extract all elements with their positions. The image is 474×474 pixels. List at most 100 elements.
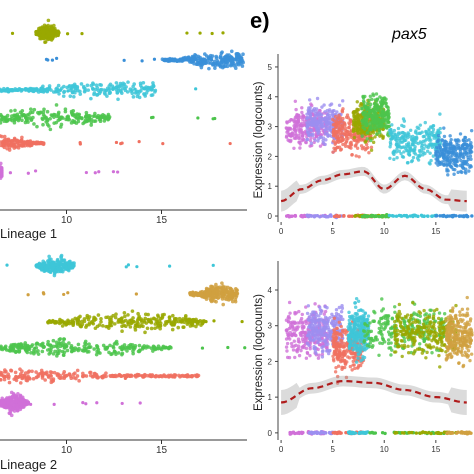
expression-point: [287, 355, 292, 360]
swarm-point: [179, 319, 183, 324]
swarm-point: [20, 135, 24, 140]
expression-point: [400, 135, 404, 139]
swarm-point: [90, 375, 95, 379]
expression-point: [285, 126, 289, 131]
expression-point: [466, 157, 471, 162]
expression-point: [349, 119, 353, 123]
expression-point: [354, 154, 358, 158]
expression-point: [345, 138, 349, 143]
swarm-point: [160, 316, 164, 320]
expression-point: [371, 140, 376, 145]
swarm-point: [94, 83, 99, 88]
expression-point: [434, 145, 439, 150]
expression-point: [291, 133, 295, 137]
zero-expression-point: [291, 430, 296, 434]
swarm-outlier-point: [5, 263, 9, 267]
swarm-point: [123, 324, 128, 329]
expression-point: [361, 122, 365, 126]
swarm-point: [14, 399, 18, 404]
swarm-point: [207, 56, 211, 61]
expression-point: [369, 138, 373, 143]
swarm-point: [16, 391, 20, 396]
expression-point: [291, 348, 296, 352]
swarm-point: [26, 120, 30, 124]
swarm-point: [94, 372, 99, 377]
expression-point: [295, 119, 299, 123]
swarm-outlier-point: [211, 263, 215, 267]
swarm-point: [20, 369, 24, 374]
expression-point: [285, 341, 290, 346]
swarm-point: [111, 313, 115, 318]
expression-point: [335, 145, 339, 150]
expression-point: [335, 117, 340, 121]
swarm-point: [40, 117, 45, 122]
expression-point: [453, 167, 457, 172]
zero-expression-point: [370, 213, 374, 218]
swarm-point: [45, 89, 50, 94]
expression-point: [315, 128, 319, 132]
expression-point: [457, 143, 461, 148]
swarm-outlier-point: [69, 264, 73, 268]
expression-point: [381, 101, 385, 106]
expression-point: [413, 130, 418, 135]
swarm-point: [19, 89, 24, 93]
swarm-point: [129, 318, 133, 322]
expression-point: [311, 133, 315, 138]
expression-point: [455, 151, 459, 156]
expression-point: [317, 111, 321, 115]
swarm-outlier-point: [228, 141, 232, 146]
zero-expression-point: [357, 214, 361, 218]
expression-point: [324, 138, 328, 142]
swarm-point: [183, 373, 188, 378]
swarm-point: [51, 90, 56, 94]
expression-point: [442, 148, 446, 152]
swarm-point: [153, 322, 158, 326]
swarm-point: [0, 112, 3, 117]
expression-point: [449, 155, 453, 159]
expression-point: [384, 110, 389, 115]
expression-point: [461, 143, 466, 147]
swarm-point: [207, 289, 212, 294]
zero-expression-point: [293, 214, 298, 218]
swarm-point: [192, 293, 196, 298]
swarm-outlier-point: [58, 88, 62, 92]
zero-expression-point: [350, 214, 354, 218]
zero-expression-point: [334, 214, 339, 218]
expression-point: [284, 345, 289, 349]
expression-point: [367, 151, 371, 155]
swarm-point: [233, 66, 238, 71]
expression-point: [469, 164, 473, 169]
swarm-point: [52, 115, 56, 119]
swarm-point: [18, 139, 22, 144]
swarm-point: [92, 347, 96, 351]
expression-point: [408, 128, 413, 132]
swarm-outlier-point: [55, 88, 60, 92]
expression-point: [291, 324, 295, 329]
swarm-point: [84, 114, 88, 119]
expression-point: [413, 135, 418, 140]
zero-expression-point: [394, 214, 399, 218]
expression-point: [307, 133, 312, 137]
expression-point: [336, 129, 341, 134]
expression-point: [408, 135, 413, 139]
swarm-outlier-point: [200, 346, 205, 350]
swarm-point: [61, 353, 66, 358]
expression-point: [389, 127, 393, 132]
expression-point: [334, 114, 338, 119]
swarm-point: [75, 320, 80, 325]
expression-point: [394, 150, 399, 154]
swarm-point: [168, 58, 173, 63]
swarm-point: [55, 257, 60, 262]
expression-point: [338, 139, 343, 143]
expression-point: [323, 128, 327, 133]
swarm-point: [226, 294, 231, 299]
expression-point: [304, 330, 308, 334]
swarm-point: [22, 402, 27, 407]
swarm-point: [93, 317, 98, 322]
swarm-point: [46, 18, 51, 23]
swarm-point: [59, 115, 64, 119]
expression-point: [388, 145, 392, 149]
swarm-point: [35, 375, 40, 379]
expression-point: [301, 114, 306, 119]
expression-point: [297, 353, 302, 358]
